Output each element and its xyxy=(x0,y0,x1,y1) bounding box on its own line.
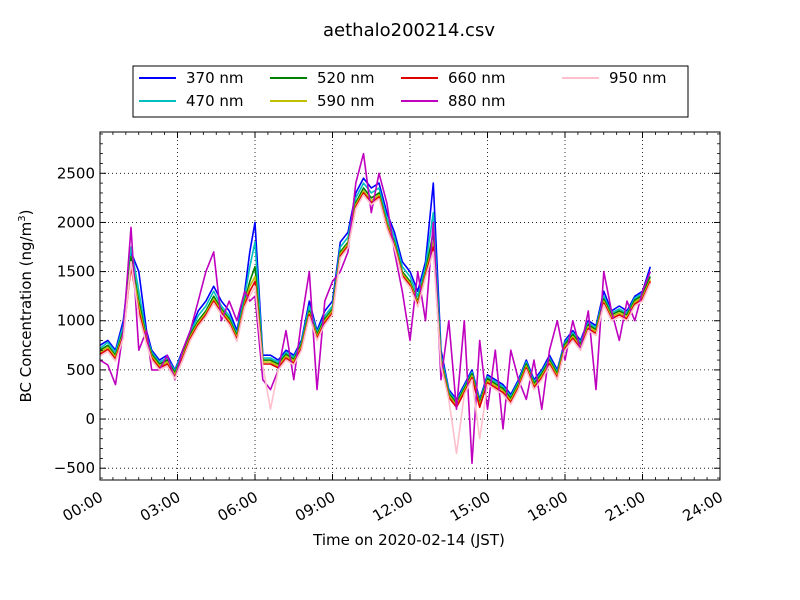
series-line-950-nm xyxy=(99,194,652,455)
y-tick-labels: −500 0 500 1000 1500 2000 2500 xyxy=(54,164,95,477)
x-tick-labels: 00:00 03:00 06:00 09:00 12:00 15:00 18:00 21:00… xyxy=(60,488,726,525)
x-tick-label: 12:00 xyxy=(370,488,416,525)
y-tick-label: 1500 xyxy=(57,263,95,281)
legend-label: 880 nm xyxy=(448,92,506,110)
series-line-520-nm xyxy=(99,187,652,405)
legend-label: 520 nm xyxy=(317,69,375,87)
legend-label: 370 nm xyxy=(186,69,244,87)
x-tick-label: 00:00 xyxy=(60,488,106,525)
grid xyxy=(99,132,721,480)
y-tick-label: 1000 xyxy=(57,312,95,330)
series-line-470-nm xyxy=(99,182,652,403)
series-line-590-nm xyxy=(99,190,652,407)
y-tick-label: −500 xyxy=(54,459,95,477)
x-tick-label: 18:00 xyxy=(525,488,571,525)
y-tick-label: 2000 xyxy=(57,213,95,231)
x-tick-label: 09:00 xyxy=(292,488,338,525)
x-tick-label: 24:00 xyxy=(680,488,726,525)
x-tick-label: 21:00 xyxy=(602,488,648,525)
y-tick-label: 2500 xyxy=(57,164,95,182)
x-tick-label: 15:00 xyxy=(447,488,493,525)
y-axis-label-sup: 3 xyxy=(17,215,28,221)
y-axis-label-main: BC Concentration (ng/m xyxy=(17,222,35,403)
series-line-880-nm xyxy=(99,152,652,465)
x-axis-label: Time on 2020-02-14 (JST) xyxy=(312,531,505,549)
series-lines xyxy=(99,152,652,465)
axis-ticks xyxy=(99,132,721,480)
legend-label: 660 nm xyxy=(448,69,506,87)
series-line-660-nm xyxy=(99,192,652,409)
legend-box xyxy=(132,65,689,118)
series-line-370-nm xyxy=(99,177,652,401)
legend-items: 370 nm 470 nm 520 nm 590 nm 660 nm 880 nm 950 … xyxy=(139,69,667,110)
y-axis-label: BC Concentration (ng/m3) xyxy=(17,210,35,403)
x-tick-label: 06:00 xyxy=(215,488,261,525)
x-tick-label: 03:00 xyxy=(137,488,183,525)
legend-label: 950 nm xyxy=(609,69,667,87)
y-tick-label: 0 xyxy=(85,410,95,428)
y-tick-label: 500 xyxy=(66,361,95,379)
legend-label: 470 nm xyxy=(186,92,244,110)
chart-title: aethalo200214.csv xyxy=(323,20,495,41)
legend-label: 590 nm xyxy=(317,92,375,110)
y-axis-label-end: ) xyxy=(17,210,35,216)
legend: 370 nm 470 nm 520 nm 590 nm 660 nm 880 nm 950 … xyxy=(132,65,689,118)
